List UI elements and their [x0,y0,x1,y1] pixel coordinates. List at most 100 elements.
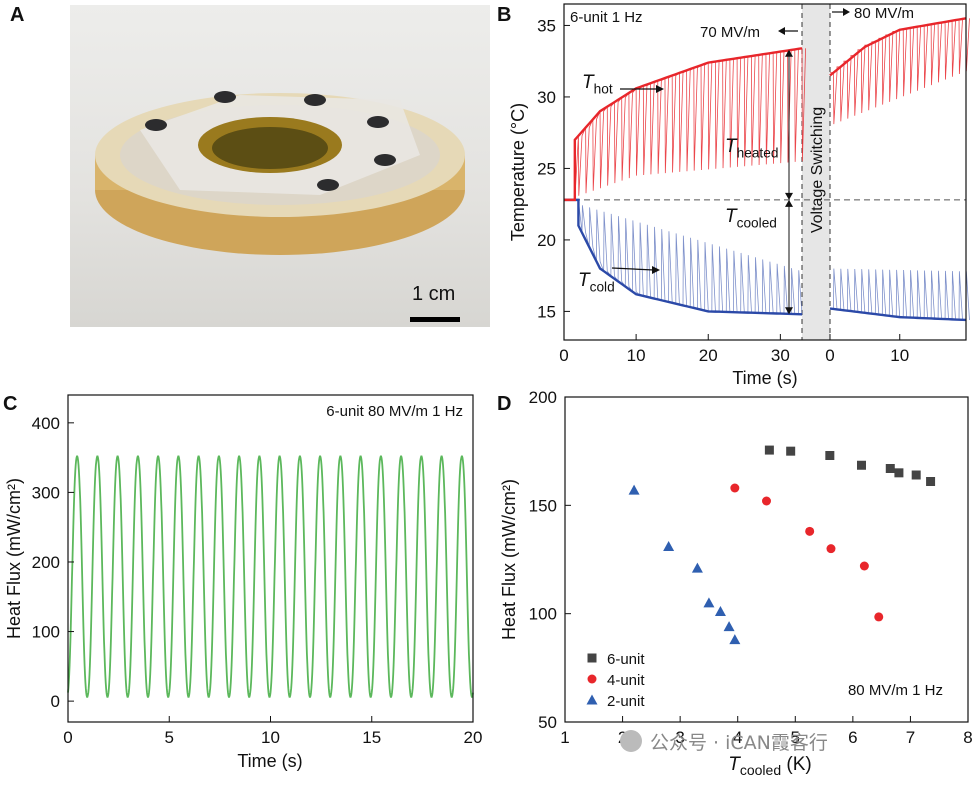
2-unit-point [714,606,726,616]
electrode-2 [304,94,326,106]
2-unit-legend-marker [586,694,598,705]
x-tick-label: 5 [165,728,174,747]
electrode-6 [145,119,167,131]
6-unit-point [894,468,904,478]
chart-annotation: 80 MV/m 1 Hz [848,682,943,699]
y-tick-label: 50 [538,713,557,732]
x-tick-label: 3 [675,728,684,747]
voltage-switching-label: Voltage Switching [809,107,826,233]
4-unit-point [874,612,884,622]
2-unit-point [729,634,741,645]
4-unit-legend-marker [587,674,597,684]
thot-oscillation-left [564,47,807,201]
x-axis-label: Time (s) [237,751,302,771]
electrode-1 [214,91,236,103]
panel-letter-c: C [3,393,18,415]
4-unit-point [762,496,771,506]
x-tick-label: 0 [825,346,834,365]
thot-envelope-left [564,47,803,202]
field-left-arrowhead [778,27,785,35]
x-tick-label: 4 [733,728,742,747]
2-unit-point [723,621,735,632]
6-unit-point [885,464,895,473]
x-tick-label: 20 [464,728,483,747]
heat-flux-time-chart: 0 100 200 300 400 0 5 10 15 20 Time (s) Heat Flux (… [4,394,483,771]
cooled-arrowhead-bottom [785,307,793,315]
4-unit-point [859,561,869,571]
x-tick-label: 15 [362,728,381,747]
2-unit-point [703,597,715,608]
tcold-label: Tcold [578,270,615,295]
thot-oscillation-right [830,17,970,125]
x-tick-label: 10 [627,346,646,365]
x-axis-label: Time (s) [732,368,797,388]
2-unit-point [691,562,703,573]
heat-flux-scatter-chart: 50100150200123456786-unit4-unit2-unit80 … [499,390,973,778]
6-unit-legend-marker [587,653,597,663]
x-tick-label: 0 [63,728,72,747]
plot-frame [563,3,967,341]
field-right-label: 80 MV/m [854,5,914,22]
x-tick-label: 7 [906,728,915,747]
x-tick-label: 0 [559,346,568,365]
thot-pointer-head [656,85,664,93]
6-unit-point [911,470,921,480]
y-tick-label: 100 [32,623,60,642]
y-tick-label: 150 [529,496,557,515]
thot-label: Thot [582,72,613,97]
y-tick-label: 35 [537,16,556,35]
6-unit-legend-label: 6-unit [607,651,645,668]
x-tick-label: 10 [890,346,909,365]
x-axis-label: Tcooled (K) [728,754,811,778]
y-tick-label: 30 [537,88,556,107]
x-tick-label: 20 [699,346,718,365]
x-tick-label: 6 [848,728,857,747]
x-tick-label: 5 [791,728,800,747]
2-unit-point [628,484,640,495]
y-tick-label: 200 [32,553,60,572]
temperature-chart: 15 20 25 30 35 0 10 20 30 0 10 Time (s) Temperature … [508,3,970,388]
y-axis-label: Heat Flux (mW/cm²) [499,479,519,640]
y-tick-label: 20 [537,231,556,250]
x-tick-label: 10 [261,728,280,747]
panel-letter-a: A [10,4,25,26]
6-unit-point [825,451,835,460]
device-illustration [95,91,465,322]
watermark-text: 公众号 · iCAN霞客行 [650,732,828,754]
4-unit-legend-label: 4-unit [607,672,645,689]
chart-title: 6-unit 1 Hz [570,9,643,26]
plot-frame [564,396,969,723]
electrode-3 [367,116,389,128]
y-axis-label: Temperature (°C) [508,103,528,241]
x-tick-label: 8 [963,728,972,747]
y-tick-label: 300 [32,483,60,502]
y-tick-label: 400 [32,414,60,433]
voltage-switching-band [802,4,830,340]
y-tick-label: 100 [529,605,557,624]
chart-title: 6-unit 80 MV/m 1 Hz [326,403,463,420]
panel-letter-d: D [497,393,512,415]
scale-bar [410,317,460,322]
y-axis-label: Heat Flux (mW/cm²) [4,478,24,639]
electrode-5 [317,179,339,191]
tcold-envelope-left [564,198,803,316]
plot-frame [67,394,474,723]
tcooled-label: Tcooled [725,206,777,231]
watermark-icon [620,730,642,752]
y-tick-label: 200 [529,390,557,407]
theated-label: Theated [725,136,778,161]
tcold-pointer-head [652,266,660,274]
6-unit-point [764,445,774,455]
4-unit-point [730,483,740,493]
4-unit-point [805,526,815,536]
y-tick-label: 0 [51,692,60,711]
field-right-arrowhead [843,8,850,16]
panel-letter-b: B [497,4,512,26]
4-unit-point [826,544,836,554]
2-unit-legend-label: 2-unit [607,693,645,710]
tcold-envelope-right [829,307,967,322]
cooled-arrowhead-top [785,199,793,207]
heated-arrowhead-top [785,49,793,57]
heated-arrowhead-bottom [785,192,793,200]
y-tick-label: 25 [537,159,556,178]
